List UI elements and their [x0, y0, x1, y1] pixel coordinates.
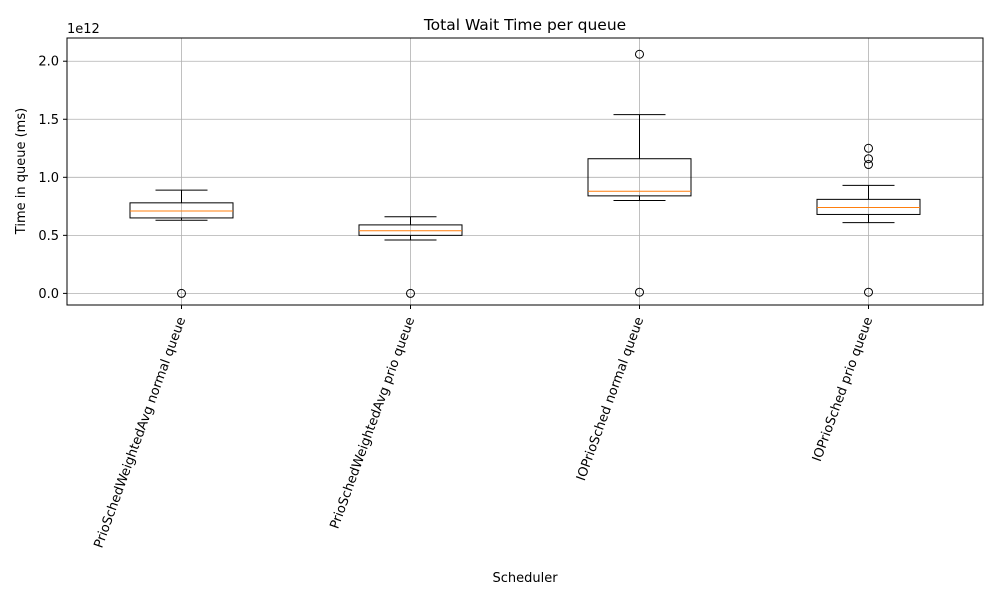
y-tick-label: 2.0	[38, 55, 59, 70]
y-axis-label: Time in queue (ms)	[14, 108, 29, 235]
outlier-point	[864, 287, 873, 297]
outlier-point	[864, 160, 873, 170]
y-offset-text: 1e12	[67, 22, 100, 37]
x-ticks: PrioSchedWeightedAvg normal queue PrioSch…	[92, 305, 876, 550]
outlier-point	[177, 288, 186, 298]
y-tick-label: 1.5	[38, 113, 59, 128]
x-tick-label: PrioSchedWeightedAvg normal queue	[92, 315, 190, 550]
iqr-box	[587, 158, 692, 197]
box-group	[129, 189, 234, 298]
x-tick-label: IOPrioSched normal queue	[574, 315, 647, 483]
x-tick-label: PrioSchedWeightedAvg prio queue	[327, 315, 418, 531]
box-group	[358, 216, 463, 298]
x-axis-label: Scheduler	[492, 571, 558, 586]
box-group	[816, 143, 921, 297]
y-tick-label: 1.0	[38, 171, 59, 186]
chart-title: Total Wait Time per queue	[423, 16, 626, 34]
iqr-box	[816, 198, 921, 215]
outlier-point	[635, 287, 644, 297]
outlier-point	[406, 288, 415, 298]
outlier-point	[864, 143, 873, 153]
y-tick-label: 0.5	[38, 229, 59, 244]
boxes	[129, 49, 921, 298]
outlier-point	[864, 154, 873, 164]
x-tick-label: IOPrioSched prio queue	[810, 315, 876, 464]
y-ticks: 0.0 0.5 1.0 1.5 2.0	[38, 55, 67, 302]
y-tick-label: 0.0	[38, 287, 59, 302]
box-group	[587, 49, 692, 297]
iqr-box	[358, 224, 463, 236]
outlier-point	[635, 49, 644, 59]
plot-area	[66, 37, 984, 306]
iqr-box	[129, 202, 234, 219]
grid	[67, 38, 983, 305]
